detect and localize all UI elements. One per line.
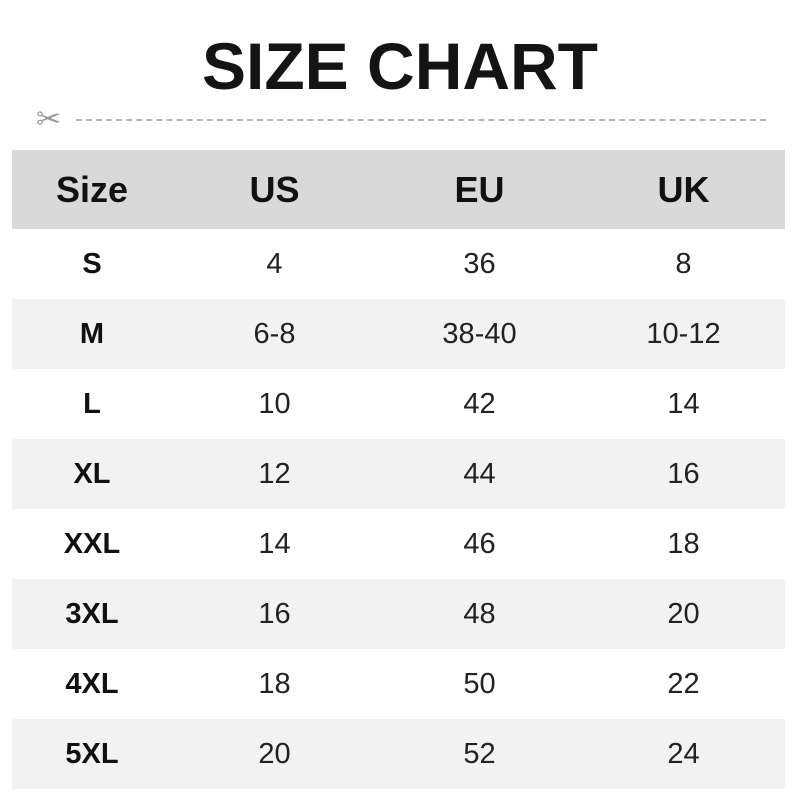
cell-size: S — [82, 247, 102, 280]
column-header-us: US — [172, 150, 377, 229]
table-row: M 6-8 38-40 10-12 — [12, 299, 785, 369]
cell-uk: 22 — [667, 667, 700, 700]
table-row: XXL 14 46 18 — [12, 509, 785, 579]
cut-line: ✂ — [36, 105, 766, 135]
cell-eu: 36 — [463, 247, 496, 280]
cell-us: 4 — [266, 247, 283, 280]
cell-eu: 50 — [463, 667, 496, 700]
cell-uk: 16 — [582, 439, 785, 509]
table-row: 4XL 18 50 22 — [12, 649, 785, 719]
cell-uk: 24 — [582, 719, 785, 789]
cell-eu: 52 — [377, 719, 582, 789]
cell-us: 16 — [172, 579, 377, 649]
header-row: Size US EU UK — [12, 150, 785, 229]
cell-us: 10 — [258, 387, 291, 420]
page-title: SIZE CHART — [202, 29, 598, 103]
cell-uk: 20 — [582, 579, 785, 649]
cell-uk: 14 — [667, 387, 700, 420]
column-header-eu: EU — [377, 150, 582, 229]
table-row: XL 12 44 16 — [12, 439, 785, 509]
cell-us: 20 — [172, 719, 377, 789]
cell-eu: 46 — [463, 527, 496, 560]
cell-size: 5XL — [12, 719, 172, 789]
cell-eu: 48 — [377, 579, 582, 649]
table-row: L 10 42 14 — [12, 369, 785, 439]
size-table: Size US EU UK S 4 36 8 M 6-8 38-40 10-12 L 10 42 14 XL 1… — [12, 150, 785, 789]
cell-eu: 44 — [377, 439, 582, 509]
table-row: S 4 36 8 — [12, 229, 785, 299]
cell-size: L — [83, 387, 101, 420]
cell-size: 3XL — [12, 579, 172, 649]
table-row: 5XL 20 52 24 — [12, 719, 785, 789]
cell-uk: 8 — [675, 247, 692, 280]
cell-uk: 18 — [667, 527, 700, 560]
cell-us: 6-8 — [172, 299, 377, 369]
cell-eu: 42 — [463, 387, 496, 420]
cell-size: XL — [12, 439, 172, 509]
table-row: 3XL 16 48 20 — [12, 579, 785, 649]
scissors-icon: ✂ — [36, 103, 62, 136]
dashed-divider — [76, 119, 766, 121]
cell-us: 12 — [172, 439, 377, 509]
cell-size: 4XL — [65, 667, 119, 700]
cell-us: 14 — [258, 527, 291, 560]
cell-size: M — [12, 299, 172, 369]
cell-uk: 10-12 — [582, 299, 785, 369]
cell-eu: 38-40 — [377, 299, 582, 369]
cell-us: 18 — [258, 667, 291, 700]
cell-size: XXL — [63, 527, 121, 560]
column-header-size: Size — [12, 150, 172, 229]
column-header-uk: UK — [582, 150, 785, 229]
